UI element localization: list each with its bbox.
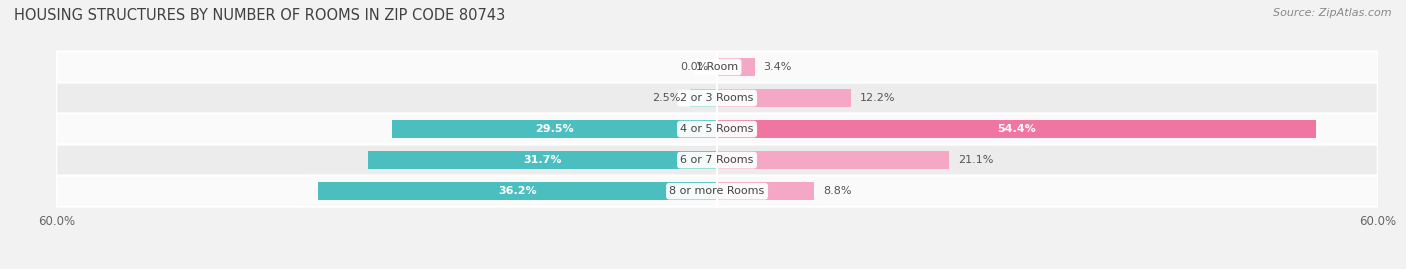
Bar (717, 58, 755, 76)
Text: 31.7%: 31.7% (523, 155, 562, 165)
Text: 6 or 7 Rooms: 6 or 7 Rooms (681, 155, 754, 165)
Bar (368, 151, 717, 169)
FancyBboxPatch shape (56, 145, 1378, 176)
Text: 2.5%: 2.5% (652, 93, 681, 103)
Bar (392, 120, 717, 138)
Text: 21.1%: 21.1% (959, 155, 994, 165)
Bar (318, 182, 717, 200)
Text: 3.4%: 3.4% (763, 62, 792, 72)
Text: 12.2%: 12.2% (860, 93, 896, 103)
FancyBboxPatch shape (56, 83, 1378, 114)
Bar (717, 120, 1316, 138)
Text: Source: ZipAtlas.com: Source: ZipAtlas.com (1274, 8, 1392, 18)
Text: 36.2%: 36.2% (498, 186, 537, 196)
Text: HOUSING STRUCTURES BY NUMBER OF ROOMS IN ZIP CODE 80743: HOUSING STRUCTURES BY NUMBER OF ROOMS IN… (14, 8, 505, 23)
Text: 4 or 5 Rooms: 4 or 5 Rooms (681, 124, 754, 134)
Bar (689, 89, 717, 107)
FancyBboxPatch shape (56, 52, 1378, 83)
Text: 8.8%: 8.8% (823, 186, 851, 196)
Text: 54.4%: 54.4% (997, 124, 1036, 134)
Legend: Owner-occupied, Renter-occupied: Owner-occupied, Renter-occupied (586, 266, 848, 269)
FancyBboxPatch shape (56, 176, 1378, 207)
Text: 29.5%: 29.5% (536, 124, 574, 134)
Bar (717, 89, 852, 107)
Text: 1 Room: 1 Room (696, 62, 738, 72)
Bar (717, 182, 814, 200)
Text: 8 or more Rooms: 8 or more Rooms (669, 186, 765, 196)
Text: 2 or 3 Rooms: 2 or 3 Rooms (681, 93, 754, 103)
Text: 0.0%: 0.0% (681, 62, 709, 72)
FancyBboxPatch shape (56, 114, 1378, 145)
Bar (717, 151, 949, 169)
